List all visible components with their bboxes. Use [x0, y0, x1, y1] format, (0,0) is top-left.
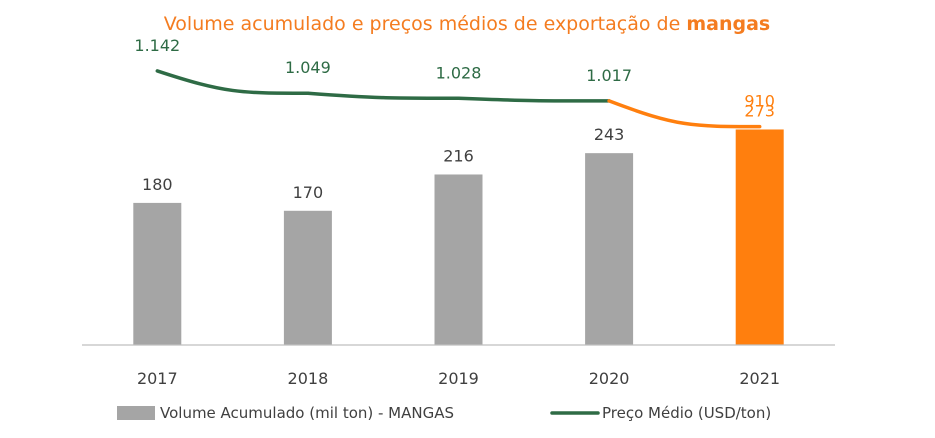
legend-swatch-bar — [117, 406, 155, 420]
x-tick-labels: 2017 2018 2019 2020 2021 — [137, 369, 780, 388]
legend: Volume Acumulado (mil ton) - MANGAS Preço… — [117, 404, 771, 422]
bar-2021 — [735, 129, 784, 345]
line-series: 1.142 1.049 1.028 1.017 910 — [134, 36, 775, 129]
bar-label-2018: 170 — [293, 183, 324, 202]
bar-label-2019: 216 — [443, 146, 474, 165]
chart-title-emphasis: mangas — [686, 13, 770, 35]
x-tick-2019: 2019 — [438, 369, 479, 388]
bar-label-2021: 273 — [744, 101, 775, 120]
line-label-2019: 1.028 — [436, 63, 482, 82]
chart-title-prefix: Volume acumulado e preços médios de expo… — [164, 13, 687, 35]
line-label-2018: 1.049 — [285, 58, 331, 77]
bar-2019 — [434, 174, 483, 345]
bar-label-2020: 243 — [594, 125, 625, 144]
chart-title: Volume acumulado e preços médios de expo… — [164, 13, 770, 35]
x-tick-2017: 2017 — [137, 369, 178, 388]
x-tick-2021: 2021 — [739, 369, 780, 388]
line-segment-2019-2020 — [456, 96, 611, 103]
line-label-2020: 1.017 — [586, 66, 632, 85]
bar-2017 — [133, 202, 182, 345]
line-segment-2018-2019 — [306, 91, 461, 101]
legend-label-line: Preço Médio (USD/ton) — [602, 404, 771, 422]
line-segment-2017-2018 — [155, 69, 310, 95]
x-tick-2018: 2018 — [288, 369, 329, 388]
bar-2020 — [585, 153, 634, 345]
bar-label-2017: 180 — [142, 175, 173, 194]
line-label-2017: 1.142 — [134, 36, 180, 55]
bar-series: 180 170 216 243 273 — [133, 101, 784, 345]
bar-2018 — [283, 210, 332, 345]
line-segment-2020-2021 — [607, 99, 762, 129]
x-tick-2020: 2020 — [589, 369, 630, 388]
legend-label-bar: Volume Acumulado (mil ton) - MANGAS — [160, 404, 454, 422]
line-label-2021: 910 — [744, 92, 775, 111]
